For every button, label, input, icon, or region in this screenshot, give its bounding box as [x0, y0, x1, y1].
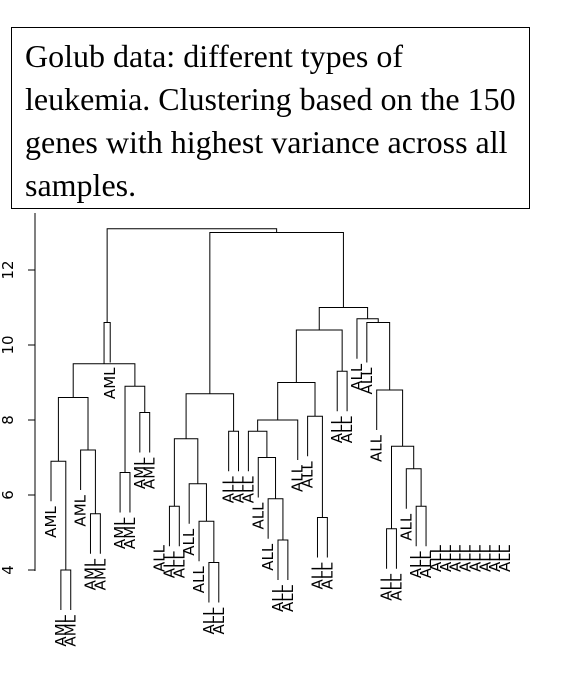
- leaf-label: ALL: [338, 416, 356, 444]
- branch-m22: [257, 419, 299, 460]
- branch-m3: [89, 513, 101, 554]
- leaf-label: ALL: [210, 607, 228, 635]
- branch-m26: [336, 370, 348, 412]
- branch-m18: [277, 539, 289, 580]
- leaf-label: ALL: [200, 607, 218, 635]
- leaf-label: ALL: [151, 544, 169, 572]
- leaf-label: ALL: [447, 544, 465, 572]
- leaf-label: ALL: [170, 551, 188, 579]
- branch-m27: [295, 329, 343, 383]
- leaf-label: ALL: [299, 461, 317, 489]
- leaf-label: AML: [62, 614, 80, 646]
- branch-m14: [188, 483, 207, 524]
- leaf-label: ALL: [269, 584, 287, 612]
- leaf-label: ALL: [328, 416, 346, 444]
- leaf-label: ALL: [358, 367, 376, 395]
- leaf-label: ALL: [407, 551, 425, 579]
- leaf-label: ALL: [486, 544, 504, 572]
- branch-m13: [198, 520, 215, 563]
- leaf-label: ALL: [466, 544, 484, 572]
- leaf-label: AML: [111, 517, 129, 549]
- leaf-label: ALL: [190, 566, 208, 594]
- caption-box: Golub data: different types of leukemia.…: [11, 27, 530, 209]
- leaf-label: AML: [101, 367, 119, 399]
- y-axis: 4 6 8 10 12: [0, 213, 36, 575]
- leaf-label: AML: [141, 457, 159, 489]
- leaf-label: ALL: [318, 562, 336, 590]
- leaf-label: ALL: [289, 464, 307, 492]
- leaf-label: ALL: [427, 544, 445, 572]
- y-tick-label: 12: [0, 260, 17, 279]
- leaf-labels: AMLAMLAMLAMLAMLAMLAMLAMLAMLAMLAMLALLALLA…: [42, 363, 514, 646]
- leaf-label: ALL: [378, 573, 396, 601]
- leaf-label: AML: [91, 558, 109, 590]
- branch-m17: [185, 393, 235, 439]
- leaf-label: AML: [42, 506, 60, 538]
- branch-m16: [228, 430, 240, 472]
- leaf-label: ALL: [387, 573, 405, 601]
- branch-m10: [103, 322, 111, 364]
- branch-m25: [277, 382, 316, 420]
- branch-m15: [173, 438, 199, 507]
- leaf-label: ALL: [457, 544, 475, 572]
- branch-m6: [119, 472, 131, 513]
- leaf-label: ALL: [437, 544, 455, 572]
- leaf-label: ALL: [348, 363, 366, 391]
- y-tick-label: 8: [0, 415, 17, 425]
- branch-m19: [267, 498, 284, 540]
- leaf-label: AML: [81, 558, 99, 590]
- leaf-label: AML: [52, 614, 70, 646]
- leaf-label: ALL: [397, 513, 415, 541]
- branch-m36: [209, 232, 344, 394]
- branch-m11: [168, 505, 180, 547]
- branch-m34: [356, 318, 379, 359]
- branch-m5: [57, 397, 89, 462]
- leaf-label: AML: [72, 494, 90, 526]
- leaf-label: ALL: [220, 476, 238, 504]
- leaf-label: ALL: [308, 562, 326, 590]
- leaf-label: ALL: [496, 544, 514, 572]
- leaf-label: ALL: [230, 476, 248, 504]
- y-tick-label: 6: [0, 490, 17, 500]
- y-tick-label: 10: [0, 335, 17, 354]
- leaf-label: ALL: [239, 476, 257, 504]
- leaf-label: AML: [131, 457, 149, 489]
- leaf-label: ALL: [279, 584, 297, 612]
- leaf-label: ALL: [249, 502, 267, 530]
- leaf-label: ALL: [160, 551, 178, 579]
- branch-m23: [316, 517, 328, 558]
- branch-m7: [139, 412, 151, 453]
- leaf-label: ALL: [368, 434, 386, 462]
- y-tick-label: 4: [0, 565, 17, 575]
- branch-m29: [415, 505, 427, 547]
- branch-m20: [257, 457, 277, 499]
- branch-m37: [106, 228, 278, 323]
- leaf-label: ALL: [417, 551, 435, 579]
- branch-m1: [60, 569, 72, 610]
- dendrogram-branches: [50, 228, 427, 610]
- branch-m28: [386, 528, 397, 569]
- branch-m12: [208, 562, 220, 603]
- leaf-label: ALL: [180, 528, 198, 556]
- branch-m21: [247, 430, 268, 472]
- leaf-label: AML: [121, 517, 139, 549]
- leaf-label: ALL: [259, 543, 277, 571]
- leaf-label: ALL: [476, 544, 494, 572]
- branch-m30: [405, 468, 422, 509]
